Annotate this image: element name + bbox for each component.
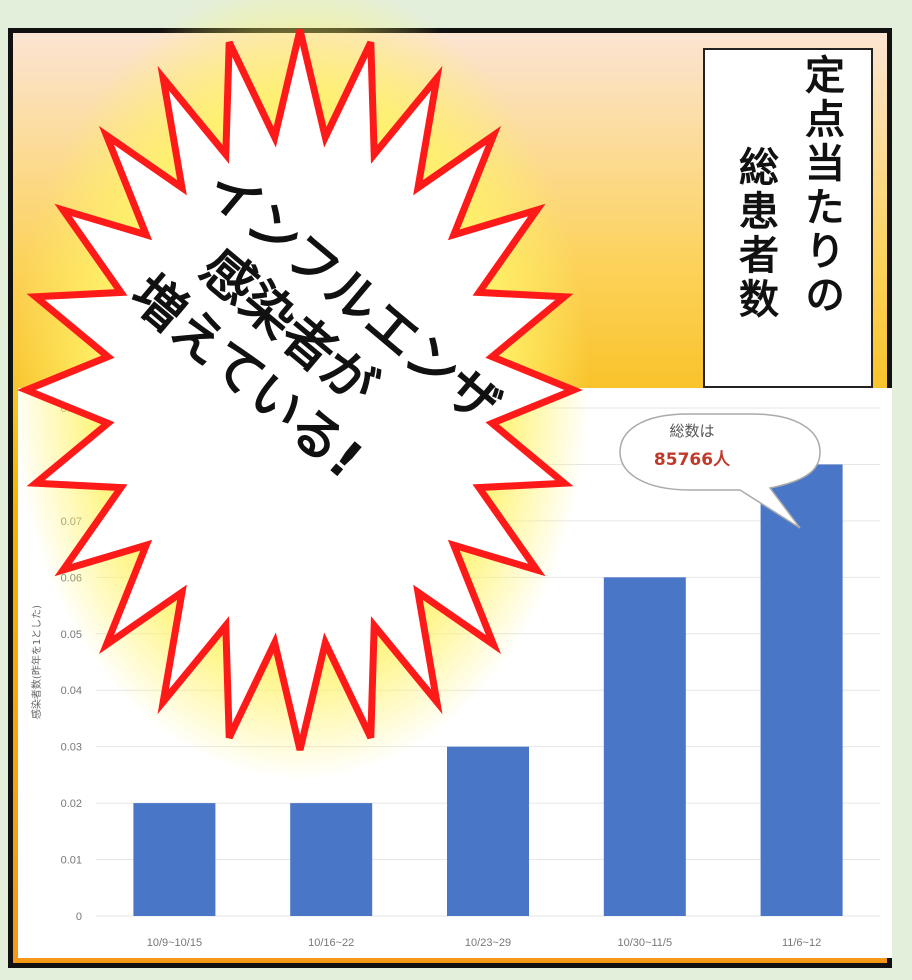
x-tick-label: 10/16~22 (308, 937, 354, 949)
bar (760, 464, 843, 916)
bar (447, 746, 529, 916)
bar (133, 803, 216, 916)
x-tick-label: 10/30~11/5 (618, 937, 673, 949)
callout-line1: 総数は (669, 422, 715, 440)
title-box: 定点当たりの 総患者数 (703, 48, 873, 388)
callout-value: 85766人 (653, 450, 731, 470)
y-tick-label: 0.03 (61, 742, 82, 754)
x-tick-label: 11/6~12 (782, 937, 821, 949)
callout-bubble (619, 413, 821, 529)
bar (603, 577, 686, 916)
y-tick-label: 0 (76, 911, 82, 923)
y-tick-label: 0.04 (61, 685, 82, 697)
y-axis-label: 感染者数(昨年を1とした) (30, 605, 43, 719)
bar (290, 803, 373, 916)
callout-text: 総数は 85766人 (632, 420, 752, 470)
x-tick-label: 10/9~10/15 (147, 937, 202, 949)
title-column-2: 総患者数 (732, 146, 778, 322)
title-column-1: 定点当たりの (798, 54, 844, 318)
y-tick-label: 0.01 (61, 855, 82, 867)
y-tick-label: 0.02 (61, 798, 82, 810)
starburst-shape (17, 29, 583, 751)
x-tick-label: 10/23~29 (465, 937, 511, 949)
